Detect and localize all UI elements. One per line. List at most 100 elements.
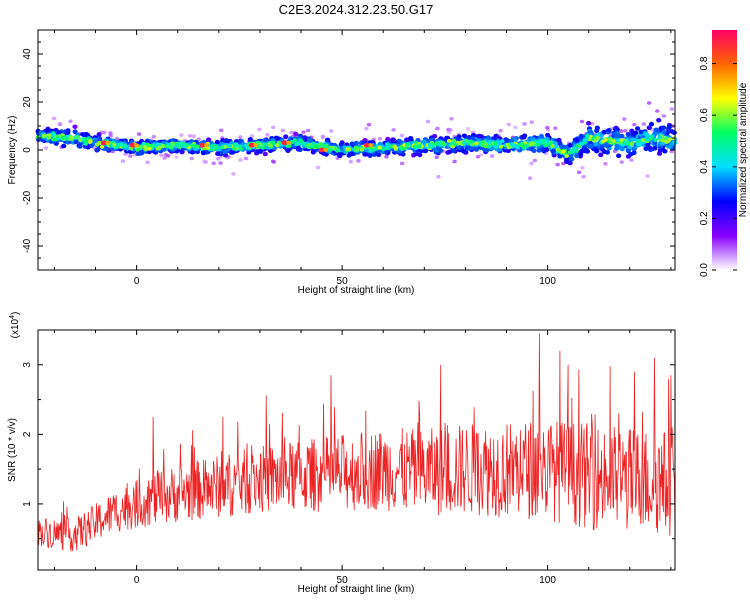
spectrogram-cell — [141, 141, 146, 146]
spectrogram-cell — [202, 159, 207, 164]
spectrogram-cell — [572, 146, 577, 151]
spectrogram-cell — [294, 142, 299, 147]
spectrogram-cell — [640, 138, 646, 143]
spectrogram-cell — [649, 134, 654, 139]
spectrogram-cell — [661, 125, 667, 131]
spectrogram-cell — [588, 143, 594, 149]
spectrogram-panel: 0 50 100 -40 -20 0 20 40 Height of straight lin… — [7, 29, 678, 296]
spectrogram-cell — [641, 122, 646, 126]
spectrogram-cell — [404, 137, 410, 142]
spectrogram-cell — [618, 145, 625, 150]
spectrogram-xlabel: Height of straight line (km) — [298, 285, 415, 296]
spectrogram-cell — [561, 149, 566, 154]
spectrogram-cell — [377, 145, 382, 150]
spectrogram-cell — [405, 142, 411, 146]
spectrogram-cell — [265, 132, 270, 137]
spectrogram-cell — [96, 132, 102, 137]
snr-xlabel: Height of straight line (km) — [298, 584, 415, 595]
spectrogram-cell — [329, 129, 334, 133]
spectrogram-cell — [301, 141, 307, 146]
spectrogram-cell — [432, 134, 438, 139]
spectrogram-xtick-label: 50 — [337, 276, 349, 287]
spectrogram-cell — [450, 148, 457, 153]
spectrogram-cell — [456, 134, 462, 139]
spectrogram-cell — [538, 134, 545, 139]
spectrogram-peak — [105, 140, 111, 145]
spectrogram-cell — [219, 145, 225, 150]
spectrogram-cell — [145, 142, 150, 147]
spectrogram-cell — [557, 148, 562, 153]
spectrogram-cell — [51, 116, 57, 121]
spectrogram-cell — [220, 138, 226, 143]
spectrogram-cell — [556, 137, 562, 143]
spectrogram-cell — [151, 134, 156, 139]
spectrogram-cell — [285, 148, 291, 154]
spectrogram-cells — [35, 101, 678, 180]
spectrogram-cell — [619, 129, 624, 133]
spectrogram-cell — [356, 159, 361, 163]
spectrogram-cell — [451, 138, 456, 143]
spectrogram-cell — [399, 133, 405, 138]
spectrogram-cell — [399, 161, 405, 166]
spectrogram-cell — [598, 152, 604, 158]
spectrogram-cell — [211, 161, 216, 166]
snr-line — [37, 333, 676, 552]
spectrogram-cell — [214, 139, 220, 145]
spectrogram-cell — [194, 144, 200, 149]
spectrogram-cell — [315, 165, 321, 170]
spectrogram-cell — [586, 121, 592, 126]
spectrogram-peak — [199, 142, 206, 148]
spectrogram-cell — [189, 150, 196, 155]
spectrogram-cell — [629, 158, 634, 162]
spectrogram-cell — [629, 142, 634, 147]
spectrogram-cell — [427, 143, 433, 148]
spectrogram-cell — [400, 152, 406, 157]
snr-ytick-label: 1 — [22, 501, 33, 507]
spectrogram-cell — [593, 142, 599, 147]
spectrogram-cell — [391, 128, 396, 132]
spectrogram-cell — [623, 128, 628, 133]
spectrogram-cell — [348, 159, 353, 164]
spectrogram-cell — [509, 142, 514, 147]
spectrogram-cell — [567, 160, 573, 166]
spectrogram-cell — [88, 143, 94, 149]
spectrogram-cell — [145, 160, 150, 165]
spectrogram-cell — [384, 149, 390, 154]
spectrogram-cell — [170, 141, 176, 146]
spectrogram-cell — [268, 143, 273, 148]
colorbar-gradient — [712, 30, 737, 270]
snr-multiplier-exp: 4 — [9, 315, 16, 319]
spectrogram-cell — [324, 143, 329, 148]
spectrogram-cell — [92, 138, 98, 144]
spectrogram-cell — [392, 144, 397, 149]
spectrogram-cell — [578, 151, 584, 157]
colorbar-label: Normalized spectral amplitude — [738, 82, 749, 217]
spectrogram-cell — [581, 174, 586, 179]
spectrogram-cell — [440, 140, 446, 145]
spectrogram-cell — [84, 139, 89, 144]
spectrogram-cell — [656, 118, 662, 123]
spectrogram-cell — [200, 150, 207, 156]
spectrogram-cell — [465, 127, 470, 131]
spectrogram-cell — [595, 136, 600, 140]
spectrogram-cell — [619, 160, 624, 164]
snr-panel: 0 50 100 1 2 3 Height of straight line (km) S… — [7, 312, 676, 595]
spectrogram-cell — [545, 125, 550, 130]
spectrogram-cell — [249, 134, 255, 138]
spectrogram-cell — [196, 137, 201, 141]
spectrogram-cell — [425, 119, 431, 124]
spectrogram-cell — [581, 146, 587, 152]
spectrogram-cell — [527, 176, 533, 180]
spectrogram-cell — [622, 140, 627, 145]
colorbar-tick-label: 0.4 — [699, 159, 710, 173]
spectrogram-cell — [385, 146, 390, 151]
snr-series — [37, 333, 676, 552]
snr-axes: 0 50 100 1 2 3 — [22, 329, 675, 586]
spectrogram-cell — [478, 134, 484, 139]
spectrogram-cell — [163, 153, 169, 157]
spectrogram-cell — [555, 162, 560, 167]
spectrogram-cell — [655, 109, 660, 113]
spectrogram-cell — [449, 117, 454, 121]
snr-frame — [37, 329, 676, 571]
